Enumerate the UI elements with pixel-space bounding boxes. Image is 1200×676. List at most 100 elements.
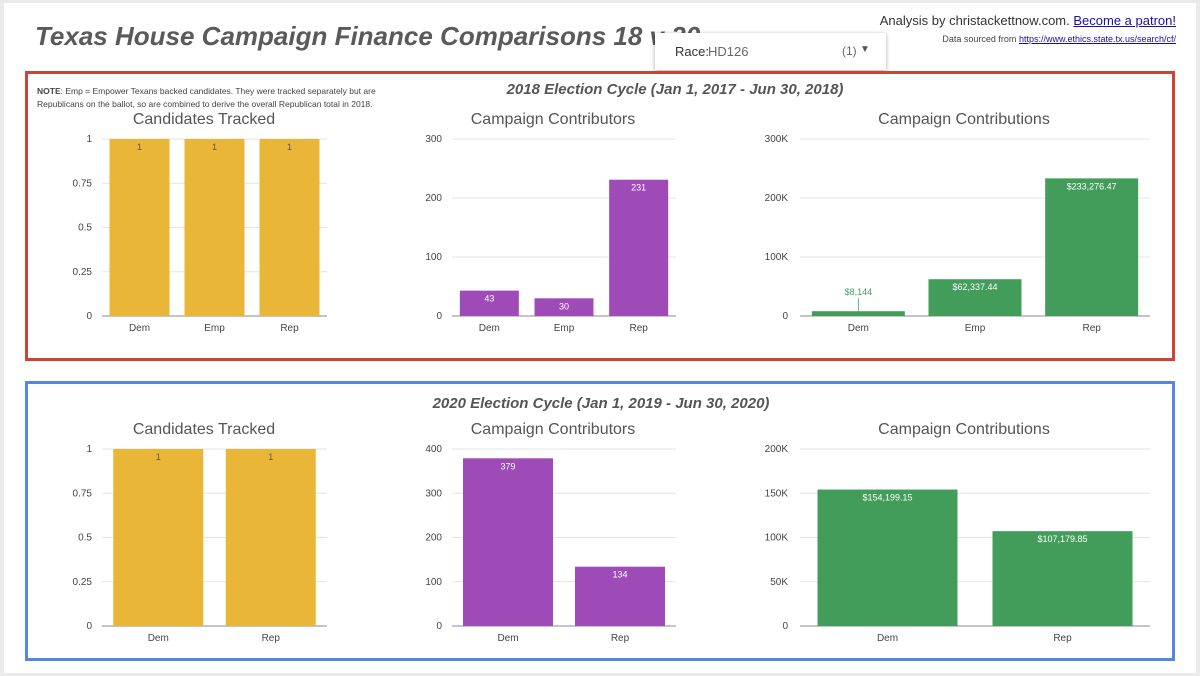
cycle-title-2018: 2018 Election Cycle (Jan 1, 2017 - Jun 3… [506, 81, 844, 98]
bar [184, 139, 245, 316]
x-category-label: Emp [554, 323, 575, 334]
x-category-label: Rep [1082, 323, 1101, 334]
bar [463, 458, 553, 626]
bar [225, 449, 316, 626]
y-tick-label: 300 [425, 488, 442, 499]
y-tick-label: 0 [436, 311, 442, 322]
bar [109, 139, 170, 316]
chart-title: Campaign Contributors [471, 111, 636, 128]
x-category-label: Emp [204, 323, 225, 334]
bar [928, 279, 1022, 316]
y-tick-label: 300 [425, 134, 442, 145]
attribution-text: Analysis by christackettnow.com. [879, 13, 1070, 28]
bar [992, 531, 1133, 626]
y-tick-label: 200 [425, 533, 442, 544]
source-link[interactable]: https://www.ethics.state.tx.us/search/cf… [1018, 34, 1176, 44]
y-tick-label: 50K [770, 577, 788, 588]
x-category-label: Dem [848, 323, 869, 334]
chart-title: Campaign Contributions [878, 111, 1050, 128]
chart-2018-candidates: Candidates Tracked 0 0.25 0.5 0.75 1 Dem 1 Emp 1 R… [73, 111, 327, 334]
x-category-label: Rep [629, 323, 648, 334]
y-tick-label: 0.5 [78, 223, 92, 234]
x-category-label: Rep [1053, 633, 1072, 644]
x-category-label: Rep [262, 633, 281, 644]
y-tick-label: 0 [86, 311, 92, 322]
data-label: 379 [500, 461, 515, 471]
x-category-label: Dem [129, 323, 150, 334]
chart-2020-candidates: Candidates Tracked 0 0.25 0.5 0.75 1 Dem 1 Rep 1 [73, 421, 327, 644]
race-filter-value: HD126 [708, 44, 749, 59]
bar [1045, 178, 1139, 316]
y-tick-label: 1 [86, 134, 92, 145]
chart-2020-contributions: Campaign Contributions 0 50K 100K 150K 200K De… [765, 421, 1150, 644]
data-label: 1 [156, 452, 161, 462]
y-tick-label: 0 [436, 621, 442, 632]
y-tick-label: 0 [86, 621, 92, 632]
section-2020 [25, 381, 1175, 661]
y-tick-label: 100K [765, 252, 789, 263]
y-tick-label: 300K [765, 134, 789, 145]
data-label: 231 [631, 183, 646, 193]
data-label: 1 [212, 142, 217, 152]
bar [459, 290, 519, 316]
bar [575, 566, 665, 626]
y-tick-label: 0.5 [78, 533, 92, 544]
data-label: $62,337.44 [952, 282, 997, 292]
chart-2018-contributions: Campaign Contributions 0 100K 200K 300K Dem $8… [765, 111, 1150, 334]
bar [113, 449, 204, 626]
x-category-label: Emp [965, 323, 986, 334]
y-tick-label: 0.25 [73, 267, 93, 278]
chart-title: Candidates Tracked [133, 111, 275, 128]
dashboard-page: Texas House Campaign Finance Comparisons… [4, 3, 1196, 673]
data-label: $8,144 [845, 287, 873, 297]
bar [534, 298, 594, 316]
note-body: : Emp = Empower Texans backed candidates… [37, 86, 376, 109]
patron-link[interactable]: Become a patron! [1073, 13, 1176, 28]
note-label: NOTE [37, 86, 61, 96]
y-tick-label: 0.75 [73, 488, 93, 499]
data-label: 1 [268, 452, 273, 462]
source-prefix: Data sourced from [942, 34, 1017, 44]
chart-2020-contributors: Campaign Contributors 0 100 200 300 400 Dem 379… [425, 421, 676, 644]
page-title: Texas House Campaign Finance Comparisons… [35, 21, 701, 51]
race-filter-count: (1) [842, 44, 857, 58]
y-tick-label: 100 [425, 577, 442, 588]
y-tick-label: 0 [782, 311, 788, 322]
data-label: 30 [559, 301, 569, 311]
bar [609, 179, 669, 316]
data-label: 43 [484, 294, 494, 304]
x-category-label: Rep [280, 323, 299, 334]
chart-2018-contributors: Campaign Contributors 0 100 200 300 Dem 43 Emp 3… [425, 111, 676, 334]
x-category-label: Dem [148, 633, 169, 644]
chart-title: Campaign Contributions [878, 421, 1050, 438]
chart-title: Candidates Tracked [133, 421, 275, 438]
section-2018: NOTE: Emp = Empower Texans backed candid… [25, 71, 1175, 361]
y-tick-label: 150K [765, 488, 789, 499]
x-category-label: Dem [877, 633, 898, 644]
attribution: Analysis by christackettnow.com. Become … [880, 13, 1176, 44]
data-label: 1 [287, 142, 292, 152]
y-tick-label: 0 [782, 621, 788, 632]
data-label: 1 [137, 142, 142, 152]
chevron-down-icon[interactable]: ▼ [860, 44, 870, 55]
y-tick-label: 0.25 [73, 577, 93, 588]
y-tick-label: 200K [765, 444, 789, 455]
bar [259, 139, 320, 316]
race-filter-label: Race: [675, 44, 709, 59]
y-tick-label: 200K [765, 193, 789, 204]
y-tick-label: 400 [425, 444, 442, 455]
chart-title: Campaign Contributors [471, 421, 636, 438]
x-category-label: Dem [479, 323, 500, 334]
race-filter-dropdown[interactable]: Race: HD126 (1) ▼ [655, 33, 886, 70]
x-category-label: Rep [611, 633, 630, 644]
data-label: $107,179.85 [1037, 534, 1087, 544]
y-tick-label: 100K [765, 533, 789, 544]
bar [811, 311, 905, 316]
y-tick-label: 0.75 [73, 178, 93, 189]
x-category-label: Dem [497, 633, 518, 644]
data-label: $233,276.47 [1067, 181, 1117, 191]
data-label: $154,199.15 [862, 493, 912, 503]
y-tick-label: 100 [425, 252, 442, 263]
y-tick-label: 200 [425, 193, 442, 204]
bar [817, 489, 958, 626]
